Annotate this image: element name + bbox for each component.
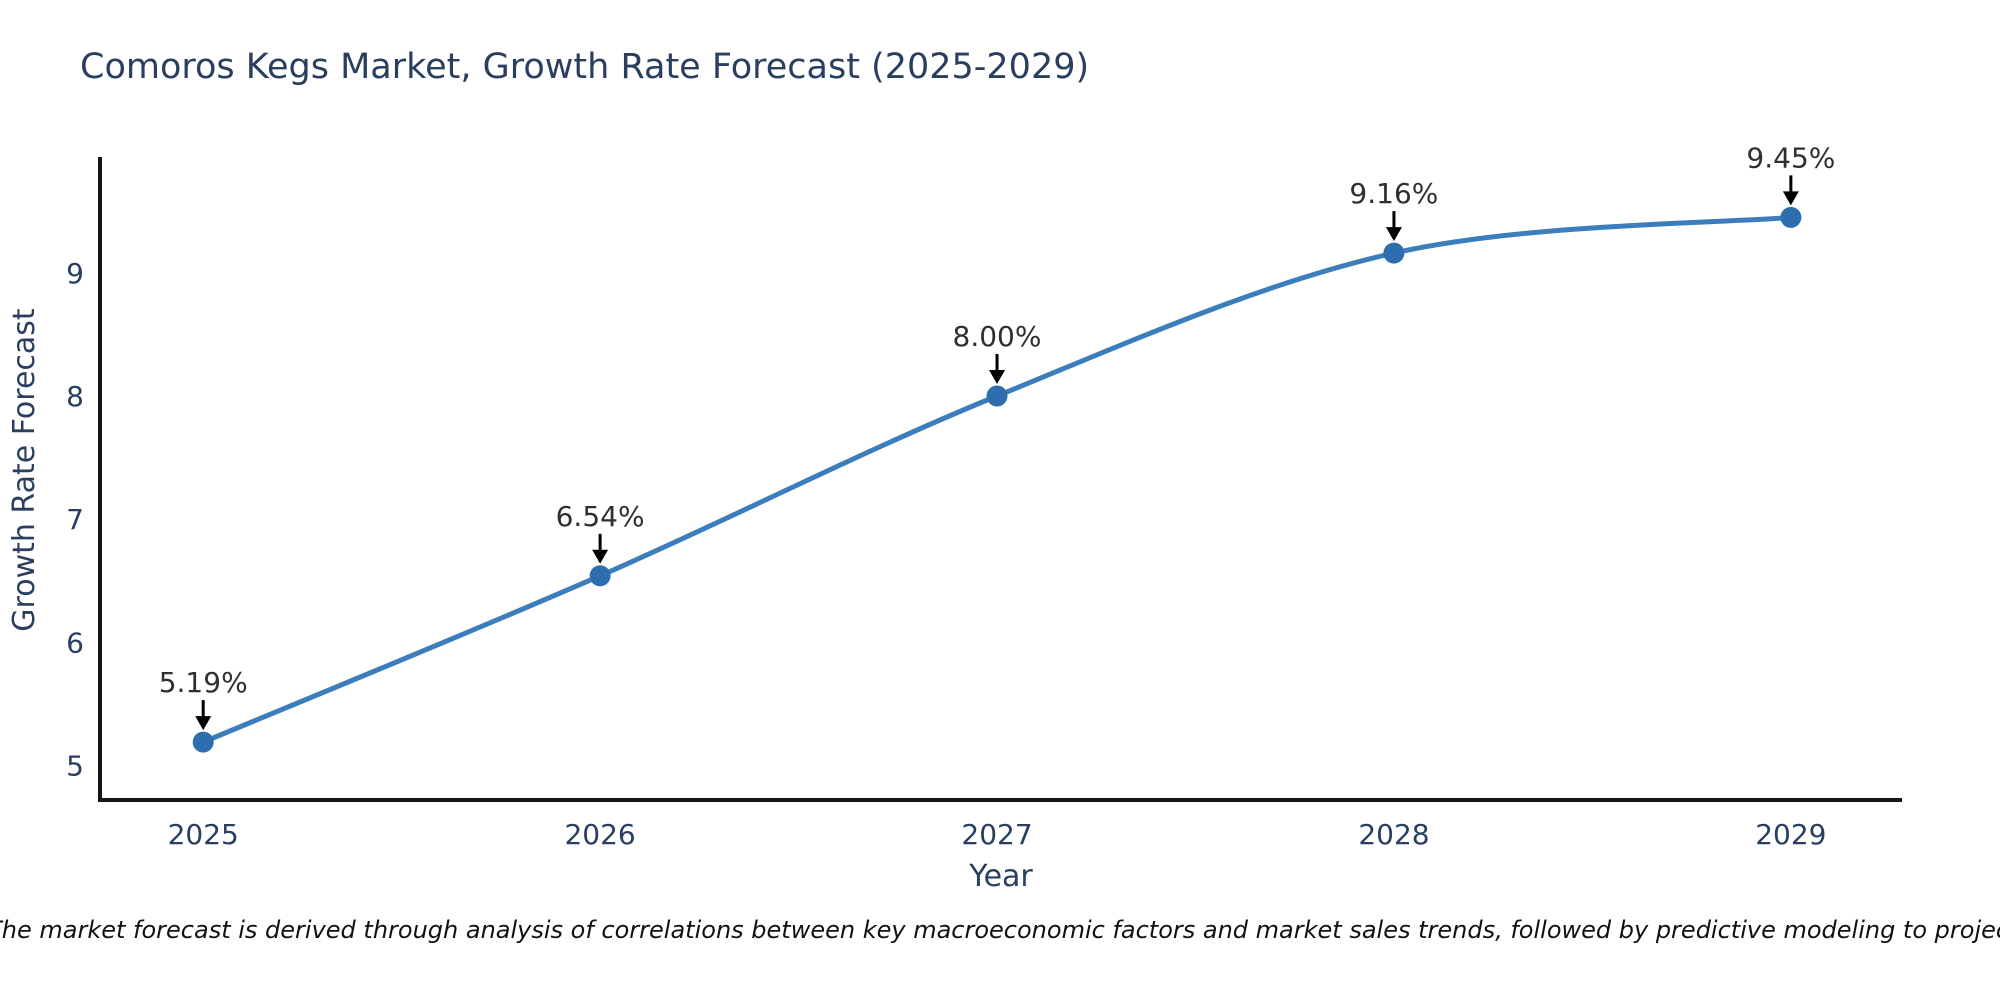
plot-area: 5 6 7 8 9 2025 2026 2027 2028 2029 5.19% 6.54% 8.00%… [66,141,1902,851]
annotation-arrowhead-icon [195,716,212,731]
data-point-label: 8.00% [953,320,1042,353]
x-axis-title: Year [968,859,1033,894]
data-point-marker[interactable] [1780,206,1802,228]
data-point-label: 9.45% [1746,141,1835,174]
y-tick-label: 5 [66,750,84,783]
x-tick-label: 2026 [564,818,635,851]
annotation-arrowhead-icon [1385,227,1402,242]
annotation-arrowhead-icon [592,549,609,564]
data-point-marker[interactable] [192,731,214,753]
data-point-label: 5.19% [159,666,248,699]
y-axis-title: Growth Rate Forecast [7,308,42,632]
footnote: Note: The market forecast is derived thr… [0,916,2000,944]
data-point-label: 6.54% [556,500,645,533]
x-tick-label: 2027 [961,818,1032,851]
data-point-marker[interactable] [1383,242,1405,264]
data-point-marker[interactable] [986,385,1008,407]
y-tick-label: 9 [66,257,84,290]
x-tick-label: 2029 [1755,818,1826,851]
y-tick-label: 8 [66,380,84,413]
data-point-label: 9.16% [1349,177,1438,210]
y-tick-label: 6 [66,626,84,659]
forecast-line [200,214,1794,745]
x-tick-label: 2025 [168,818,239,851]
annotation-arrowhead-icon [989,369,1006,384]
y-tick-label: 7 [66,503,84,536]
chart-title: Comoros Kegs Market, Growth Rate Forecas… [80,47,1089,87]
data-point-marker[interactable] [589,565,611,587]
annotation-arrowhead-icon [1782,191,1799,206]
x-tick-label: 2028 [1358,818,1429,851]
